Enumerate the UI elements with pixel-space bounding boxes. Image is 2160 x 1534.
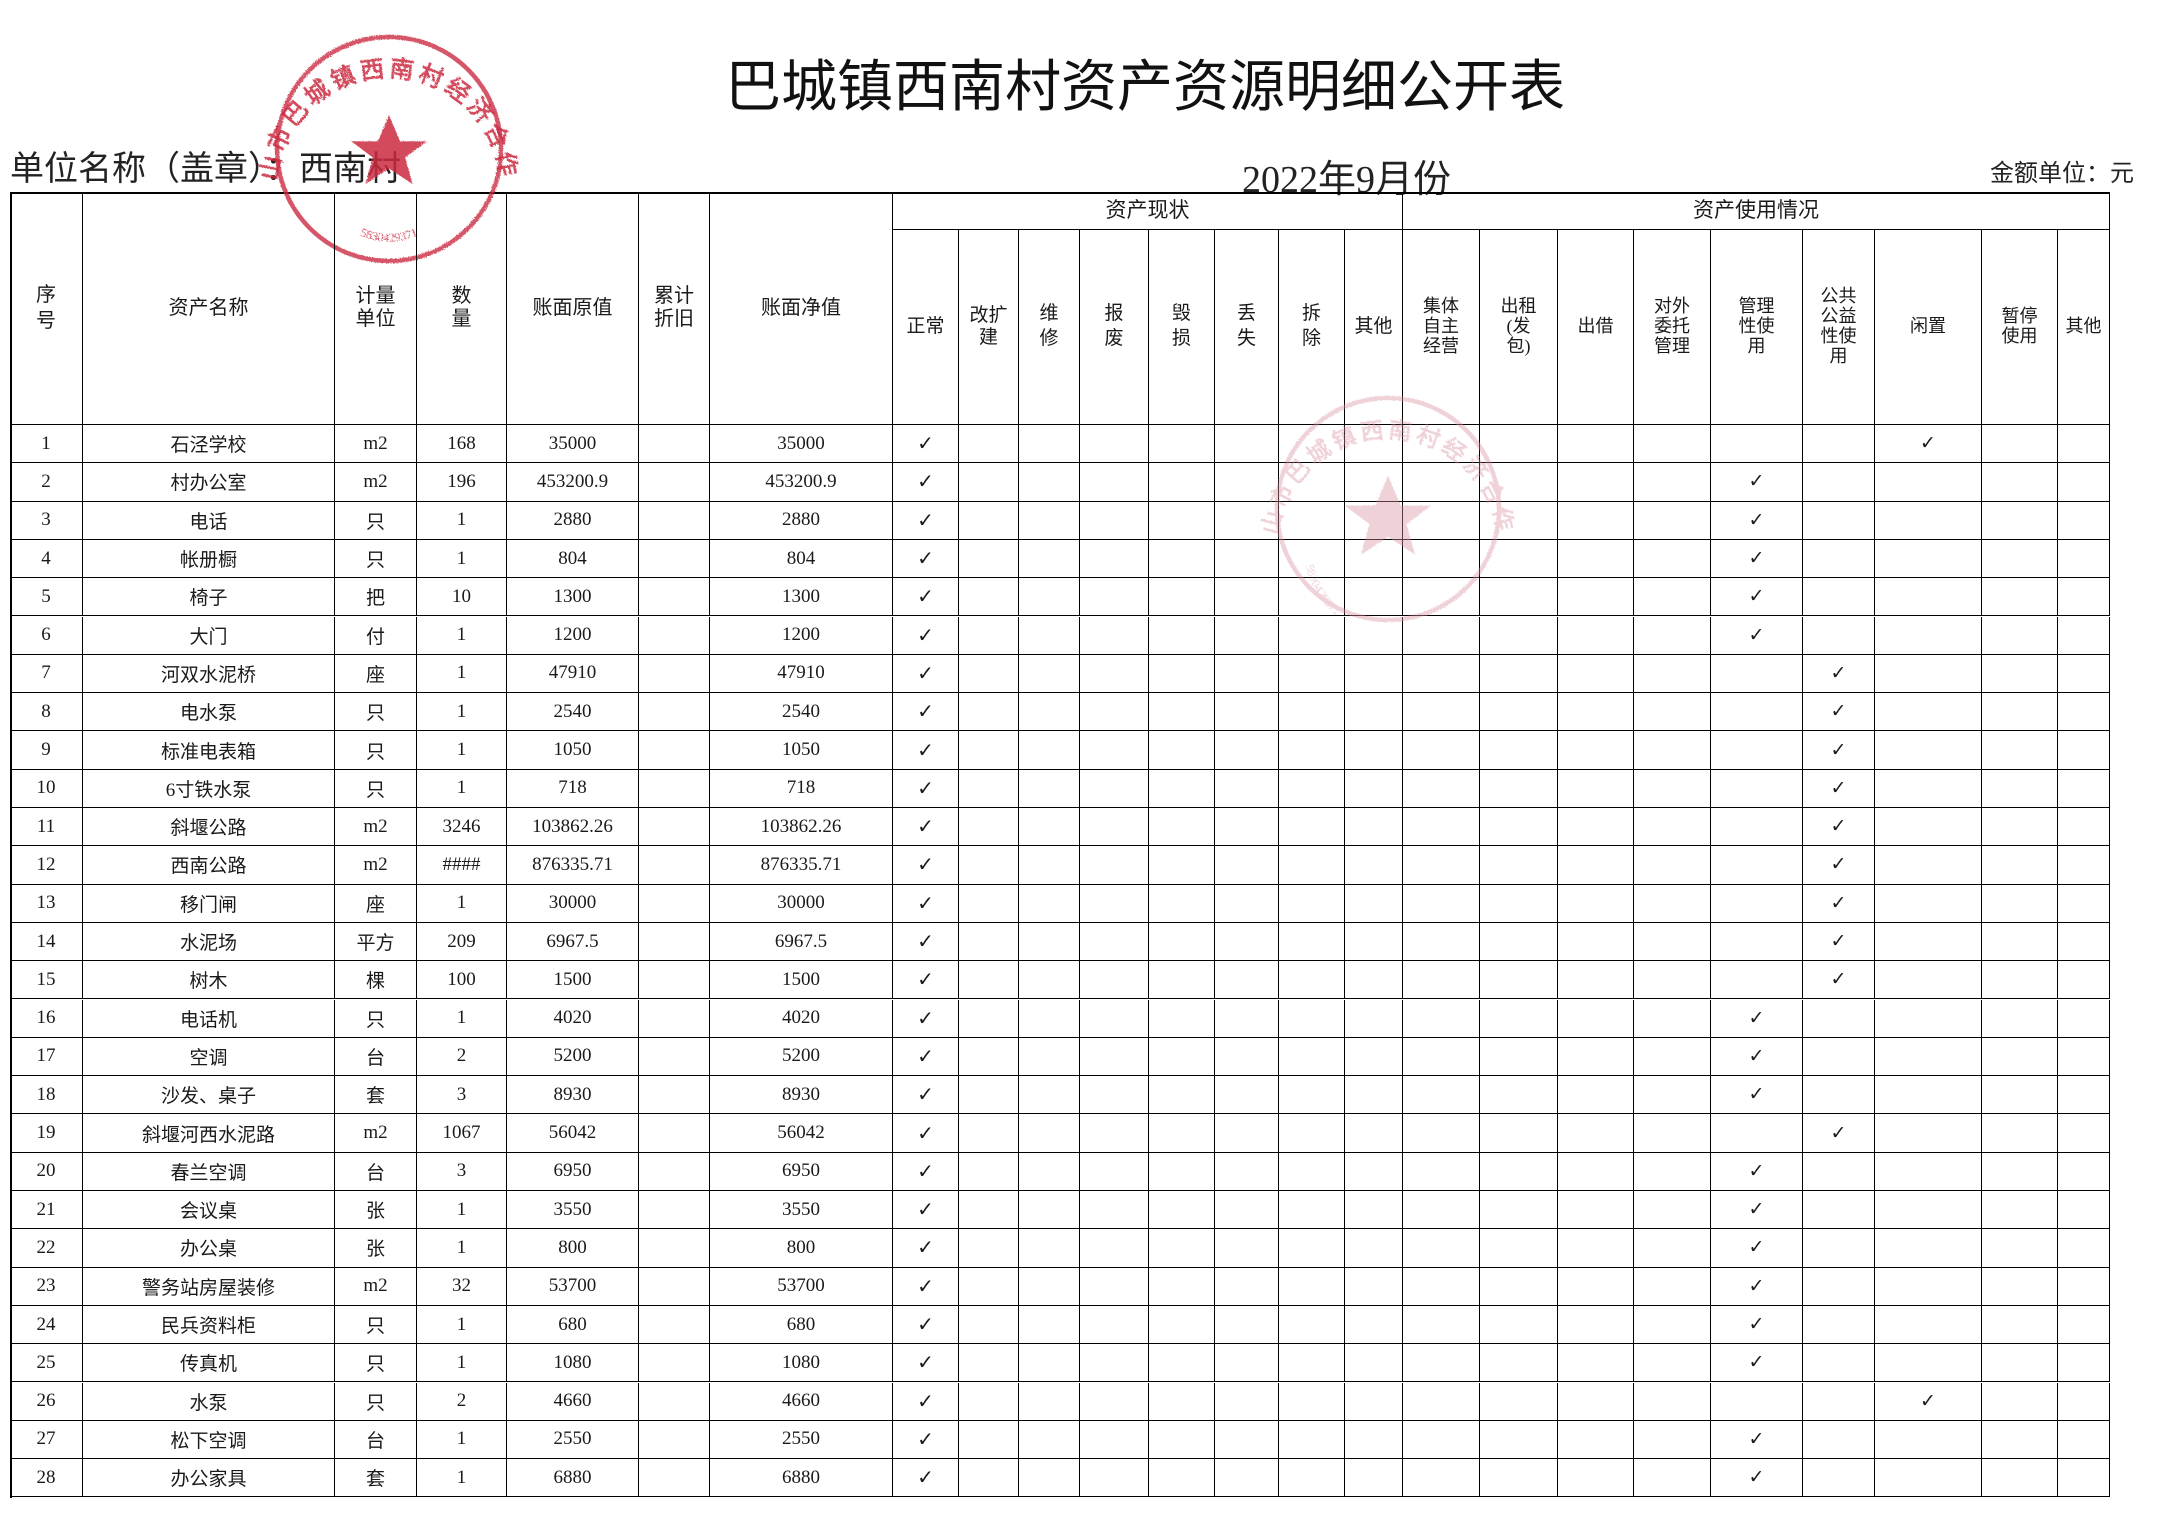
svg-text:5830429371: 5830429371: [1303, 562, 1344, 618]
